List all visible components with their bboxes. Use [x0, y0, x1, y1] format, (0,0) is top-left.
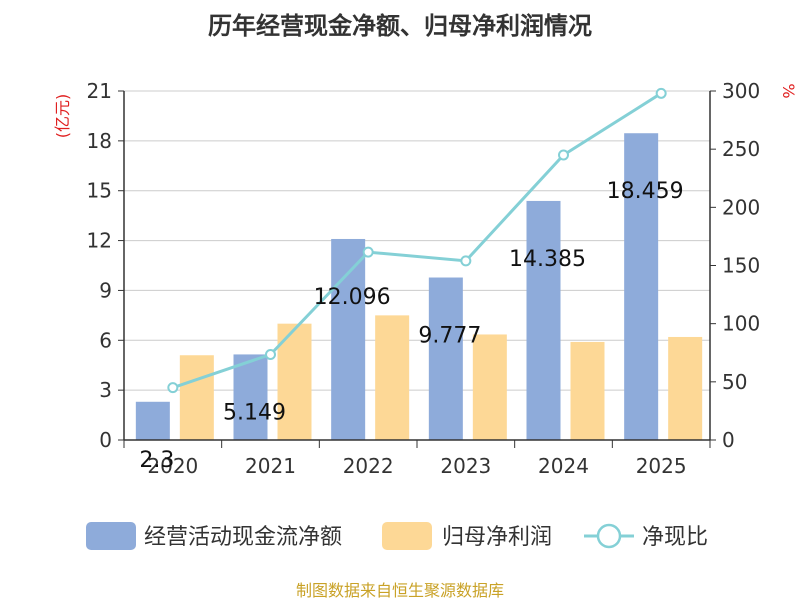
chart-title: 历年经营现金净额、归母净利润情况	[208, 12, 592, 40]
right-axis-tick-label: 200	[722, 195, 760, 219]
legend-item-profit[interactable]: 归母净利润	[382, 522, 552, 550]
ratio-point	[362, 246, 374, 258]
bars	[135, 133, 703, 440]
legend-label-ratio: 净现比	[642, 525, 708, 550]
data-label-ocf: 5.149	[223, 400, 286, 425]
right-axis-tick-label: 150	[722, 254, 760, 278]
bar-profit	[570, 341, 605, 440]
legend-label-profit: 归母净利润	[442, 525, 552, 550]
left-axis-tick-label: 6	[99, 328, 112, 352]
legend-label-ocf: 经营活动现金流净额	[144, 525, 342, 550]
legend-item-ratio[interactable]: 净现比	[584, 523, 708, 550]
legend-swatch-ocf	[86, 522, 136, 550]
ratio-line	[167, 87, 667, 394]
x-axis-tick-label: 2025	[636, 454, 687, 478]
legend-marker-ratio	[596, 523, 622, 549]
bar-ocf	[135, 401, 170, 440]
legend: 经营活动现金流净额 归母净利润 净现比	[86, 522, 708, 550]
x-axis-tick-label: 2021	[245, 454, 296, 478]
right-axis-unit: %	[779, 83, 798, 98]
left-axis-tick-label: 3	[99, 378, 112, 402]
x-axis-tick-label: 2020	[147, 454, 198, 478]
bar-ocf	[331, 238, 366, 440]
left-axis-tick-label: 9	[99, 278, 112, 302]
x-axis-tick-label: 2023	[440, 454, 491, 478]
ratio-point	[167, 382, 179, 394]
bar-profit	[375, 315, 410, 440]
right-axis-tick-label: 0	[722, 428, 735, 452]
legend-item-ocf[interactable]: 经营活动现金流净额	[86, 522, 342, 550]
bar-ocf	[526, 200, 561, 440]
ratio-point	[265, 348, 276, 360]
right-axis-tick-label: 250	[722, 137, 760, 161]
grid-lines	[124, 90, 710, 391]
x-axis-tick-label: 2022	[343, 454, 394, 478]
left-axis-tick-label: 12	[87, 229, 112, 253]
left-axis-unit: (亿元)	[53, 94, 72, 139]
ratio-point	[655, 87, 667, 99]
legend-swatch-profit	[382, 522, 432, 550]
left-axis-tick-label: 0	[99, 428, 112, 452]
data-label-ocf: 12.096	[314, 285, 391, 310]
source-note: 制图数据来自恒生聚源数据库	[296, 581, 504, 600]
data-label-ocf: 18.459	[607, 179, 684, 204]
data-labels: 2.3 5.149 12.096 9.777 14.385 18.459	[139, 179, 683, 473]
right-axis-tick-label: 100	[722, 312, 760, 336]
ratio-point	[558, 149, 569, 161]
ratio-point	[460, 255, 472, 267]
axes: 0 3 6 9 12 15 18 21 0 50 100 150 200 250 300 2020 2021 20…	[87, 79, 761, 478]
right-axis-tick-label: 300	[722, 79, 760, 103]
bar-ocf	[428, 277, 463, 440]
bar-profit	[472, 334, 507, 440]
ratio-line-path	[172, 92, 662, 390]
left-axis-tick-label: 15	[87, 179, 112, 203]
bar-profit	[179, 355, 214, 440]
data-label-ocf: 9.777	[418, 324, 481, 349]
x-axis-tick-label: 2024	[538, 454, 589, 478]
data-label-ocf: 14.385	[509, 247, 586, 272]
left-axis-tick-label: 21	[87, 79, 112, 103]
bar-profit	[668, 336, 703, 440]
data-label-ocf: 2.3	[139, 448, 174, 473]
left-axis-tick-label: 18	[87, 129, 112, 153]
bar-ocf	[233, 354, 268, 440]
right-axis-tick-label: 50	[722, 370, 747, 394]
bar-ocf	[624, 133, 659, 440]
